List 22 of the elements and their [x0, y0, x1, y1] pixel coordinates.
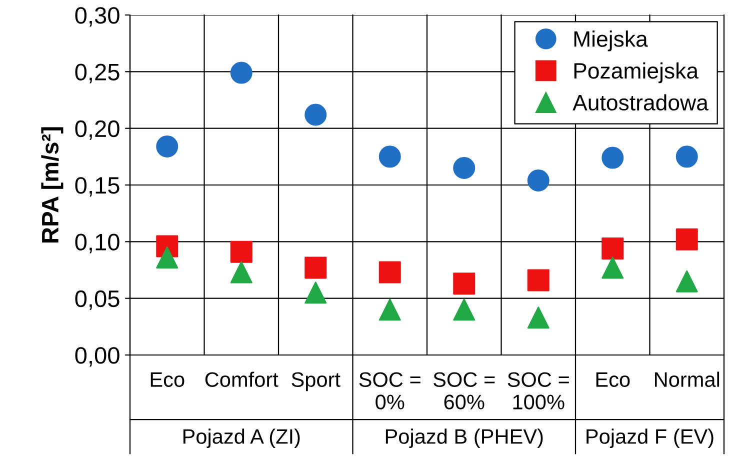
text: Pojazd F (EV): [586, 428, 714, 448]
x-tick-label: Sport: [292, 372, 340, 392]
x-tick-label: SOC = 0%: [359, 372, 420, 410]
x-tick-label: Eco: [596, 372, 630, 387]
x-tick-label: Eco: [150, 372, 184, 387]
legend-label: Pozamiejska: [574, 62, 699, 84]
y-tick-label: 0,20: [75, 120, 120, 140]
legend-label: Miejska: [574, 30, 648, 52]
y-axis-title: RPA [m/s²]: [41, 127, 64, 242]
text: Pojazd B (PHEV): [386, 428, 543, 448]
x-tick-label: SOC = 60%: [434, 372, 495, 410]
x-tick-label: SOC = 100%: [508, 372, 569, 410]
x-tick-label: Normal: [655, 372, 720, 387]
y-tick-label: 0,30: [75, 7, 120, 27]
y-tick-label: 0,25: [75, 64, 120, 84]
y-tick-label: 0,15: [75, 177, 120, 197]
legend-label: Autostradowa: [572, 94, 708, 111]
text: Pojazd A (ZI): [183, 428, 300, 448]
x-tick-label: Comfort: [205, 372, 278, 387]
y-tick-label: 0,00: [75, 347, 120, 367]
y-tick-label: 0,10: [75, 234, 120, 254]
y-tick-label: 0,05: [75, 290, 120, 310]
